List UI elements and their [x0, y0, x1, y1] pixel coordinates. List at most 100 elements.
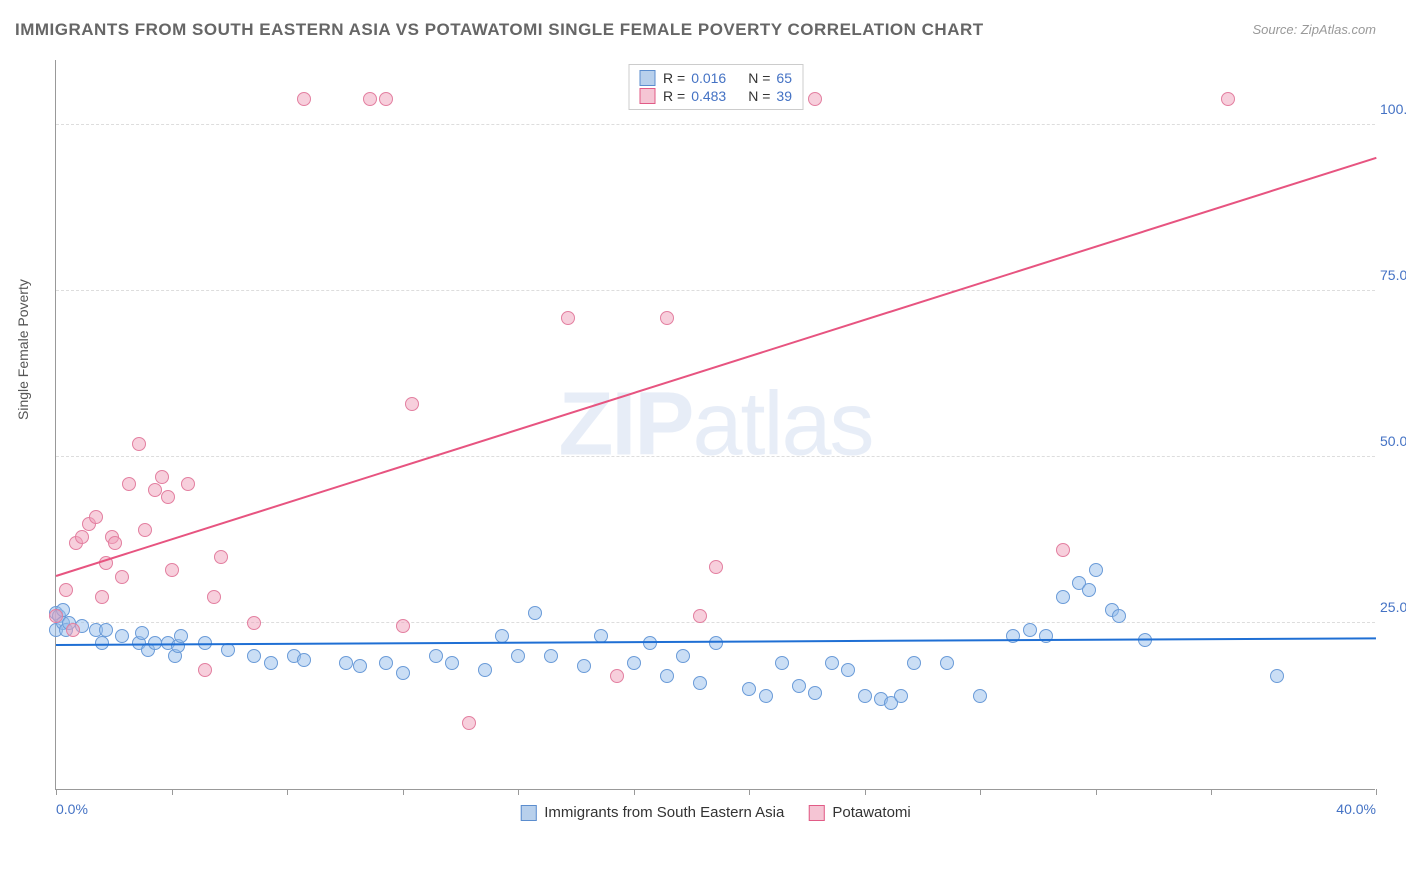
data-point [940, 656, 954, 670]
data-point [1270, 669, 1284, 683]
data-point [1082, 583, 1096, 597]
y-axis-label: Single Female Poverty [15, 279, 31, 420]
xtick [749, 789, 750, 795]
data-point [808, 686, 822, 700]
data-point [161, 490, 175, 504]
xtick [518, 789, 519, 795]
legend-series: Immigrants from South Eastern Asia Potawa… [520, 804, 910, 821]
xtick [865, 789, 866, 795]
legend-label: Potawatomi [832, 804, 910, 821]
data-point [207, 590, 221, 604]
r-label: R = [663, 70, 685, 86]
gridline [56, 456, 1375, 457]
data-point [1056, 590, 1070, 604]
data-point [198, 663, 212, 677]
data-point [808, 92, 822, 106]
data-point [49, 609, 63, 623]
xtick [980, 789, 981, 795]
chart-title: IMMIGRANTS FROM SOUTH EASTERN ASIA VS PO… [15, 20, 984, 40]
data-point [214, 550, 228, 564]
legend-item: Potawatomi [808, 804, 910, 821]
data-point [99, 623, 113, 637]
data-point [709, 636, 723, 650]
source-label: Source: ZipAtlas.com [1252, 22, 1376, 37]
xtick [287, 789, 288, 795]
data-point [379, 656, 393, 670]
plot-area: ZIPatlas R =0.016N =65R =0.483N =39 Immi… [55, 60, 1375, 790]
xtick [1211, 789, 1212, 795]
r-value: 0.483 [691, 88, 726, 104]
data-point [1056, 543, 1070, 557]
data-point [75, 530, 89, 544]
data-point [379, 92, 393, 106]
data-point [478, 663, 492, 677]
legend-swatch [520, 805, 536, 821]
trend-line [56, 157, 1377, 577]
data-point [138, 523, 152, 537]
data-point [759, 689, 773, 703]
data-point [247, 616, 261, 630]
data-point [115, 570, 129, 584]
data-point [825, 656, 839, 670]
data-point [405, 397, 419, 411]
data-point [1089, 563, 1103, 577]
data-point [660, 669, 674, 683]
data-point [841, 663, 855, 677]
data-point [561, 311, 575, 325]
data-point [181, 477, 195, 491]
data-point [1006, 629, 1020, 643]
xtick [172, 789, 173, 795]
data-point [1039, 629, 1053, 643]
xtick [56, 789, 57, 795]
data-point [528, 606, 542, 620]
n-label: N = [748, 70, 770, 86]
data-point [95, 590, 109, 604]
xtick [1376, 789, 1377, 795]
data-point [858, 689, 872, 703]
ytick-label: 100.0% [1380, 101, 1406, 117]
data-point [693, 676, 707, 690]
xtick-label: 0.0% [56, 801, 88, 817]
gridline [56, 290, 1375, 291]
data-point [155, 470, 169, 484]
data-point [676, 649, 690, 663]
data-point [894, 689, 908, 703]
data-point [429, 649, 443, 663]
ytick-label: 50.0% [1380, 433, 1406, 449]
data-point [89, 510, 103, 524]
data-point [59, 583, 73, 597]
legend-swatch [639, 88, 655, 104]
data-point [973, 689, 987, 703]
data-point [264, 656, 278, 670]
data-point [627, 656, 641, 670]
data-point [115, 629, 129, 643]
data-point [122, 477, 136, 491]
legend-label: Immigrants from South Eastern Asia [544, 804, 784, 821]
data-point [396, 666, 410, 680]
data-point [511, 649, 525, 663]
data-point [1112, 609, 1126, 623]
ytick-label: 25.0% [1380, 599, 1406, 615]
watermark: ZIPatlas [558, 373, 872, 476]
data-point [148, 483, 162, 497]
data-point [660, 311, 674, 325]
data-point [1023, 623, 1037, 637]
data-point [792, 679, 806, 693]
data-point [577, 659, 591, 673]
data-point [247, 649, 261, 663]
n-value: 65 [776, 70, 792, 86]
r-value: 0.016 [691, 70, 726, 86]
data-point [775, 656, 789, 670]
legend-swatch [639, 70, 655, 86]
data-point [174, 629, 188, 643]
data-point [297, 653, 311, 667]
r-label: R = [663, 88, 685, 104]
xtick-label: 40.0% [1336, 801, 1376, 817]
data-point [132, 437, 146, 451]
data-point [1221, 92, 1235, 106]
data-point [108, 536, 122, 550]
data-point [353, 659, 367, 673]
n-value: 39 [776, 88, 792, 104]
legend-stats: R =0.016N =65R =0.483N =39 [628, 64, 803, 110]
data-point [363, 92, 377, 106]
